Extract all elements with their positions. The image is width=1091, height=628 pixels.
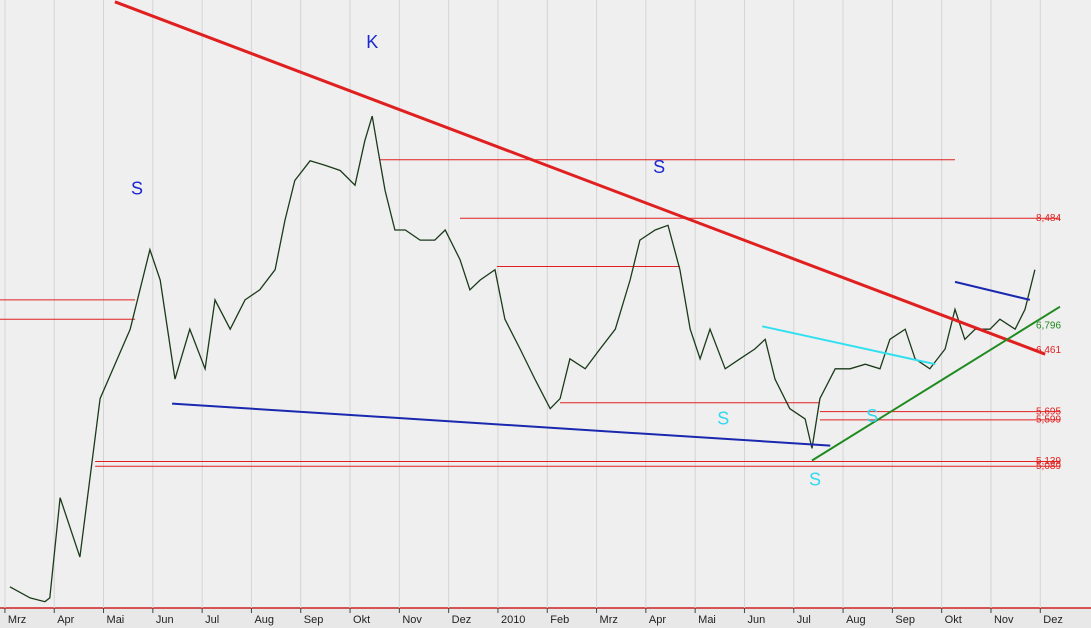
- annotation: S: [717, 409, 729, 429]
- price-label: 5,695: [1036, 406, 1061, 417]
- price-label: 5,599: [1036, 415, 1061, 426]
- x-tick-label: Aug: [254, 614, 274, 626]
- x-tick-label: Apr: [57, 614, 74, 626]
- x-tick-label: Jul: [205, 614, 219, 626]
- x-tick-label: Jul: [797, 614, 811, 626]
- x-tick-label: Mrz: [8, 614, 26, 626]
- trend-line: [761, 325, 936, 366]
- x-tick-label: Aug: [846, 614, 866, 626]
- price-label: 8,484: [1036, 213, 1061, 224]
- x-tick-label: Mai: [698, 614, 716, 626]
- x-tick-label: Nov: [402, 614, 422, 626]
- trend-line: [172, 402, 831, 447]
- annotation: S: [653, 157, 665, 177]
- x-tick-label: Okt: [945, 614, 962, 626]
- trend-line: [811, 305, 1061, 462]
- x-tick-label: Okt: [353, 614, 370, 626]
- trend-line: [954, 280, 1031, 301]
- x-tick-label: Sep: [895, 614, 915, 626]
- price-label: 6,461: [1036, 345, 1061, 356]
- x-tick-label: Dez: [1043, 614, 1063, 626]
- annotation: K: [366, 32, 378, 52]
- trend-line: [114, 0, 1046, 356]
- x-tick-label: Feb: [550, 614, 569, 626]
- annotation: S: [809, 469, 821, 489]
- price-line: [9, 115, 1036, 603]
- x-tick-label: Dez: [452, 614, 472, 626]
- x-tick-label: 2010: [501, 614, 525, 626]
- price-label: 5,089: [1036, 461, 1061, 472]
- x-tick-label: Mrz: [600, 614, 618, 626]
- annotation: S: [131, 178, 143, 198]
- x-tick-label: Sep: [304, 614, 324, 626]
- x-tick-label: Jun: [156, 614, 174, 626]
- price-label: 5,139: [1036, 456, 1061, 467]
- x-tick-label: Mai: [107, 614, 125, 626]
- x-tick-label: Jun: [747, 614, 765, 626]
- x-axis-strip: [0, 608, 1091, 628]
- x-tick-label: Apr: [649, 614, 666, 626]
- annotation: S: [866, 406, 878, 426]
- x-tick-label: Nov: [994, 614, 1014, 626]
- price-label: 6,796: [1036, 321, 1061, 332]
